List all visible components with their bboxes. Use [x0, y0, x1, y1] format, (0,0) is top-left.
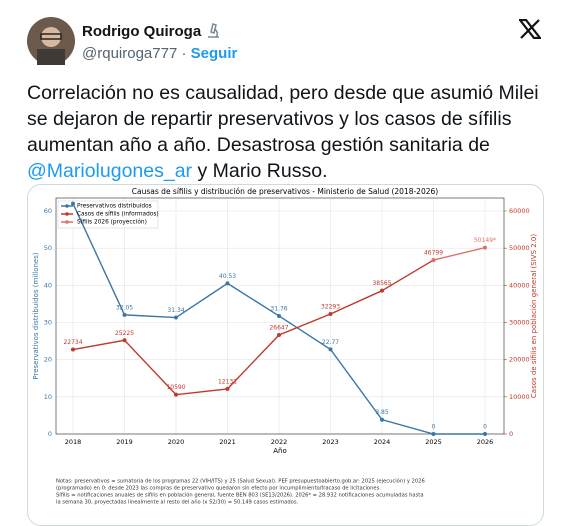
x-tick-label: 2026 [477, 438, 494, 446]
data-point [225, 386, 230, 391]
y-tick-label: 50 [44, 244, 52, 252]
legend-box [57, 200, 159, 229]
data-label: 12131 [218, 378, 237, 385]
x-tick-label: 2022 [271, 438, 288, 446]
microscope-icon [208, 23, 219, 38]
x-tick-label: 2023 [322, 438, 339, 446]
y2-tick-label: 20000 [509, 356, 530, 364]
handle[interactable]: @rquiroga777 [82, 45, 178, 62]
x-axis-label: Año [273, 447, 287, 455]
x-tick-label: 2021 [219, 438, 236, 446]
page: Rodrigo Quiroga @rquiroga777 · Seguir Co… [27, 17, 552, 526]
y-tick-label: 10 [44, 393, 52, 401]
data-label: 40.53 [219, 273, 236, 280]
data-point [431, 258, 436, 263]
data-label: 31.34 [167, 307, 184, 314]
x-tick-label: 2024 [374, 438, 391, 446]
data-label: 0 [483, 424, 487, 431]
data-point [483, 432, 487, 436]
x-tick-label: 2018 [65, 438, 82, 446]
legend-marker [65, 220, 69, 224]
data-point [71, 201, 75, 206]
author-name[interactable]: Rodrigo Quiroga [82, 23, 202, 40]
text: y Mario Russo. [192, 160, 328, 182]
data-label: 26647 [269, 324, 288, 331]
y-tick-label: 40 [44, 281, 52, 289]
y-tick-label: 30 [44, 319, 52, 327]
plot-frame [55, 197, 505, 435]
mention[interactable]: @Mariolugones_ar [27, 160, 193, 182]
series-line [72, 259, 434, 396]
y2-tick-label: 40000 [509, 281, 530, 289]
data-label: 3.85 [375, 409, 389, 416]
data-point [431, 432, 436, 436]
handle-row: @rquiroga777 · Seguir [82, 45, 237, 62]
data-label: 31.76 [270, 305, 287, 312]
data-label: 50149* [474, 237, 496, 244]
text: Correlación no es causalidad, pero desde… [27, 82, 539, 156]
data-point [277, 313, 281, 318]
y-tick-label: 0 [48, 430, 52, 438]
data-label: 22.77 [322, 339, 339, 346]
follow-button[interactable]: Seguir [190, 45, 238, 62]
data-label: 32.05 [116, 304, 133, 311]
data-label: 0 [432, 424, 436, 431]
note: (programado) en 0: desde 2023 las compra… [56, 486, 381, 492]
data-point [71, 347, 75, 352]
media[interactable]: Causas de sífilis y distribución de pres… [27, 184, 544, 526]
note: Notas: preservativos = sumatoria de los … [56, 478, 425, 485]
data-label: 25225 [115, 330, 134, 337]
x-tick-label: 2020 [168, 438, 185, 446]
series-line [433, 246, 486, 261]
legend-marker [65, 204, 69, 208]
data-point [225, 281, 230, 286]
y-axis-label: Preservativos distribuidos (millones) [32, 252, 40, 379]
legend-marker [65, 212, 69, 216]
y2-tick-label: 50000 [509, 244, 530, 252]
x-tick-label: 2019 [116, 438, 133, 446]
data-point [328, 311, 333, 316]
legend-label: Preservativos distribuidos [77, 204, 152, 210]
y2-tick-label: 60000 [509, 207, 530, 215]
chart: Causas de sífilis y distribución de pres… [32, 187, 538, 506]
y-tick-label: 20 [44, 356, 52, 364]
data-point [328, 347, 333, 352]
separator: · [181, 45, 187, 62]
data-point [174, 315, 178, 320]
data-point [483, 245, 487, 250]
y2-tick-label: 30000 [509, 319, 530, 327]
y-tick-label: 60 [44, 207, 52, 215]
y2-tick-label: 10000 [509, 393, 530, 401]
chart-title: Causas de sífilis y distribución de pres… [132, 187, 438, 196]
data-label: 46799 [424, 250, 443, 257]
data-label: 32293 [321, 303, 340, 310]
legend-label: Casos de sífilis (informados) [77, 211, 159, 218]
data-label: 10590 [166, 384, 185, 391]
x-logo[interactable] [519, 19, 541, 39]
x-tick-label: 2025 [425, 438, 442, 446]
data-point [380, 417, 384, 422]
data-point [277, 332, 281, 337]
data-label: 22734 [63, 339, 82, 346]
data-point [380, 288, 384, 293]
note: la semana 30, proyectadas linealmente al… [56, 500, 299, 506]
tweet-text: Correlación no es causalidad, pero desde… [27, 80, 552, 184]
note: Sífilis = notificaciones anuales de sífi… [56, 492, 424, 499]
legend-label: Sífilis 2026 (proyección) [77, 219, 147, 226]
data-point [122, 338, 127, 343]
data-label: 38565 [372, 280, 391, 287]
avatar[interactable] [27, 17, 75, 65]
data-point [174, 392, 178, 397]
y2-axis-label: Casos de sífilis en población general (S… [530, 234, 538, 398]
y2-tick-label: 0 [509, 430, 513, 438]
data-point [122, 312, 127, 317]
